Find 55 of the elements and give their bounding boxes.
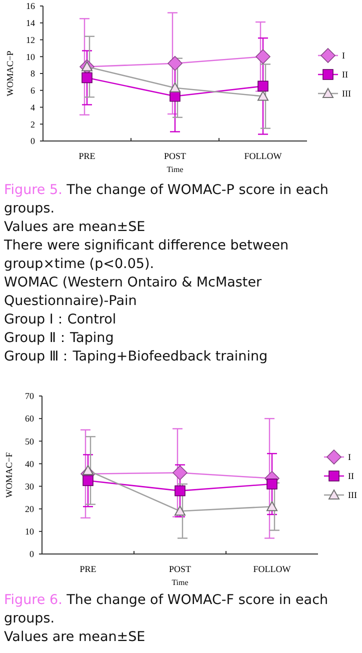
- point: [258, 80, 268, 92]
- y-axis-title: WOMAC−F: [4, 452, 14, 498]
- y-tick-label: 10: [25, 526, 34, 537]
- legend-label: III: [348, 490, 357, 500]
- y-tick-label: 14: [26, 18, 36, 28]
- text: Group Ⅱ：Taping: [4, 330, 114, 346]
- legend-label: I: [342, 50, 345, 61]
- y-tick-label: 2: [30, 119, 35, 130]
- caption: Figure 6. The change of WOMAC-F score in each groups.: [4, 592, 328, 626]
- y-tick-label: 50: [25, 436, 34, 446]
- legend-label: I: [348, 452, 351, 462]
- text: Values are mean±SE: [4, 629, 146, 645]
- y-tick-label: 30: [25, 481, 34, 492]
- y-axis-title: WOMAC−P: [5, 50, 15, 96]
- legend-label: II: [348, 471, 354, 482]
- text: There were significant difference between group×time (p<0.05).: [3, 238, 289, 272]
- x-axis-title: Time: [166, 165, 184, 174]
- y-tick-label: 10: [26, 52, 36, 62]
- y-tick-label: 0: [30, 136, 36, 146]
- caption: Figure 5. The change of WOMAC-P score in each groups.: [4, 182, 328, 216]
- legend-label: II: [342, 70, 348, 80]
- point: [170, 82, 180, 92]
- y-tick-label: 20: [25, 504, 34, 514]
- point: [258, 90, 268, 101]
- y-tick-label: 40: [25, 458, 34, 469]
- legend-label: III: [342, 88, 351, 99]
- x-tick-label: FOLLOW: [253, 564, 292, 574]
- x-tick-label: POST: [164, 151, 186, 161]
- x-tick-label: POST: [168, 564, 192, 574]
- y-tick-label: 16: [26, 1, 36, 12]
- y-tick-label: 60: [25, 414, 34, 424]
- x-tick-label: PRE: [78, 151, 96, 161]
- point: [256, 49, 270, 64]
- point: [168, 56, 182, 71]
- x-tick-label: PRE: [80, 564, 97, 574]
- text: Values are mean±SE: [4, 219, 146, 235]
- y-tick-label: 70: [25, 391, 34, 402]
- y-tick-label: 4: [30, 102, 36, 112]
- point: [174, 506, 186, 516]
- point: [172, 465, 188, 480]
- text: WOMAC (Western Ontairo & McMaster Questionnaire)-Pain: [4, 274, 262, 309]
- point: [266, 501, 278, 512]
- x-axis-title: Time: [172, 578, 189, 587]
- point: [82, 72, 92, 84]
- text: Group Ⅰ：Control: [4, 312, 116, 328]
- y-tick-label: 12: [26, 34, 35, 45]
- point: [82, 464, 94, 475]
- point: [266, 478, 278, 490]
- point: [82, 475, 94, 486]
- text: Group Ⅲ：Taping+Biofeedback training: [4, 348, 268, 364]
- y-tick-label: 0: [30, 549, 34, 560]
- y-tick-label: 6: [30, 86, 36, 96]
- y-tick-label: 8: [30, 68, 36, 79]
- point: [174, 485, 186, 496]
- x-tick-label: FOLLOW: [244, 151, 282, 161]
